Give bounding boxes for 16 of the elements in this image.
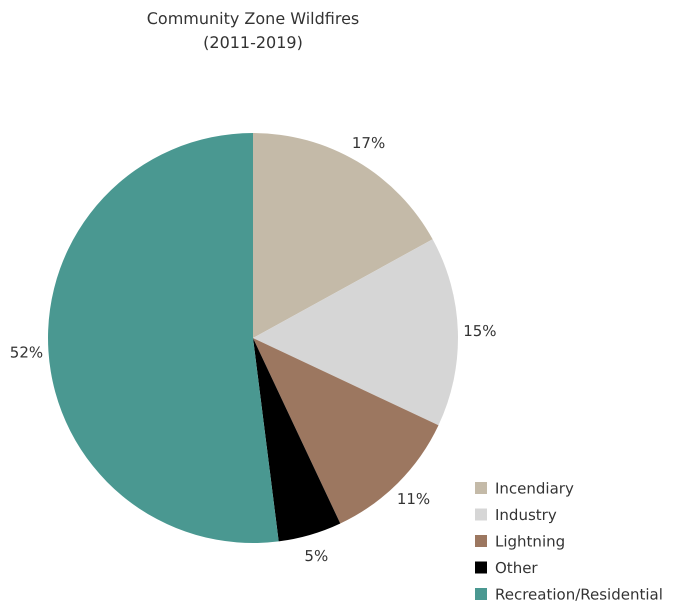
data-label: 11% [396,490,430,508]
legend-label: Other [495,558,538,577]
legend-label: Lightning [495,532,566,550]
pie-slice [253,133,433,338]
pie-slice [253,239,458,426]
data-label: 5% [304,547,328,566]
legend-label: Industry [495,506,557,524]
pie-slice [253,338,438,524]
legend-label: Recreation/Residential [495,585,663,604]
data-label: 17% [352,134,386,152]
legend-label: Incendiary [495,479,574,498]
data-label: 52% [10,344,44,362]
pie-slice [48,133,279,543]
data-label: 15% [463,322,497,340]
pie-slice [253,338,340,542]
chart-title: Community Zone Wildfires (2011-2019) [146,9,360,52]
